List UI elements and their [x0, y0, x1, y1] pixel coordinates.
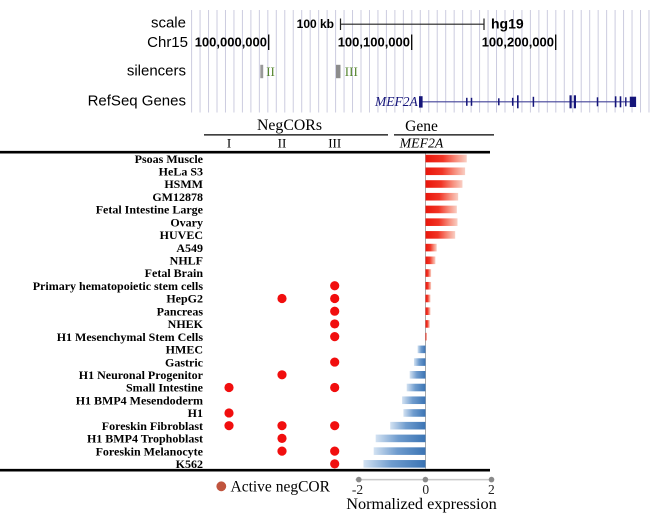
- svg-text:HepG2: HepG2: [166, 292, 203, 306]
- svg-text:A549: A549: [176, 241, 203, 255]
- svg-text:NegCORs: NegCORs: [257, 117, 322, 134]
- svg-text:Fetal Brain: Fetal Brain: [145, 266, 204, 280]
- svg-text:I: I: [227, 136, 231, 151]
- svg-text:Pancreas: Pancreas: [157, 304, 204, 318]
- svg-text:100,100,000: 100,100,000: [338, 35, 410, 50]
- svg-text:GM12878: GM12878: [152, 190, 203, 204]
- svg-text:Gastric: Gastric: [165, 355, 204, 369]
- svg-text:-2: -2: [352, 482, 363, 497]
- svg-text:100 kb: 100 kb: [297, 17, 334, 31]
- svg-text:Gene: Gene: [405, 118, 438, 135]
- svg-text:H1: H1: [188, 406, 203, 420]
- svg-text:III: III: [328, 136, 341, 151]
- svg-text:Psoas Muscle: Psoas Muscle: [135, 152, 204, 166]
- svg-text:NHLF: NHLF: [170, 254, 203, 268]
- svg-text:HeLa S3: HeLa S3: [159, 164, 203, 178]
- svg-text:100,000,000: 100,000,000: [195, 35, 267, 50]
- svg-text:H1 Mesenchymal Stem Cells: H1 Mesenchymal Stem Cells: [57, 330, 204, 344]
- svg-text:Active negCOR: Active negCOR: [231, 479, 331, 496]
- svg-text:II: II: [278, 136, 287, 151]
- svg-text:Primary hematopoietic stem cel: Primary hematopoietic stem cells: [33, 279, 204, 293]
- svg-text:H1 BMP4 Trophoblast: H1 BMP4 Trophoblast: [87, 432, 203, 446]
- svg-text:scale: scale: [151, 15, 186, 32]
- svg-text:K562: K562: [176, 457, 203, 471]
- svg-text:HSMM: HSMM: [164, 177, 203, 191]
- svg-text:0: 0: [422, 482, 429, 497]
- svg-text:Chr15: Chr15: [147, 34, 188, 51]
- svg-text:Foreskin Melanocyte: Foreskin Melanocyte: [96, 444, 204, 458]
- svg-text:II: II: [266, 64, 275, 79]
- svg-text:Small Intestine: Small Intestine: [126, 381, 204, 395]
- svg-text:hg19: hg19: [491, 16, 524, 32]
- svg-text:Ovary: Ovary: [170, 215, 203, 229]
- svg-text:100,200,000: 100,200,000: [482, 35, 554, 50]
- svg-text:Fetal Intestine Large: Fetal Intestine Large: [96, 203, 204, 217]
- svg-text:MEF2A: MEF2A: [374, 94, 418, 109]
- svg-text:Foreskin Fibroblast: Foreskin Fibroblast: [102, 419, 203, 433]
- svg-text:2: 2: [488, 482, 495, 497]
- svg-text:H1 BMP4 Mesendoderm: H1 BMP4 Mesendoderm: [76, 393, 203, 407]
- svg-text:III: III: [345, 64, 358, 79]
- svg-text:RefSeq Genes: RefSeq Genes: [88, 93, 186, 110]
- svg-text:HUVEC: HUVEC: [160, 228, 203, 242]
- svg-text:silencers: silencers: [127, 63, 186, 80]
- svg-text:Normalized expression: Normalized expression: [346, 494, 497, 513]
- svg-text:HMEC: HMEC: [166, 343, 203, 357]
- svg-text:H1 Neuronal Progenitor: H1 Neuronal Progenitor: [79, 368, 204, 382]
- svg-text:NHEK: NHEK: [168, 317, 204, 331]
- svg-text:MEF2A: MEF2A: [399, 136, 444, 151]
